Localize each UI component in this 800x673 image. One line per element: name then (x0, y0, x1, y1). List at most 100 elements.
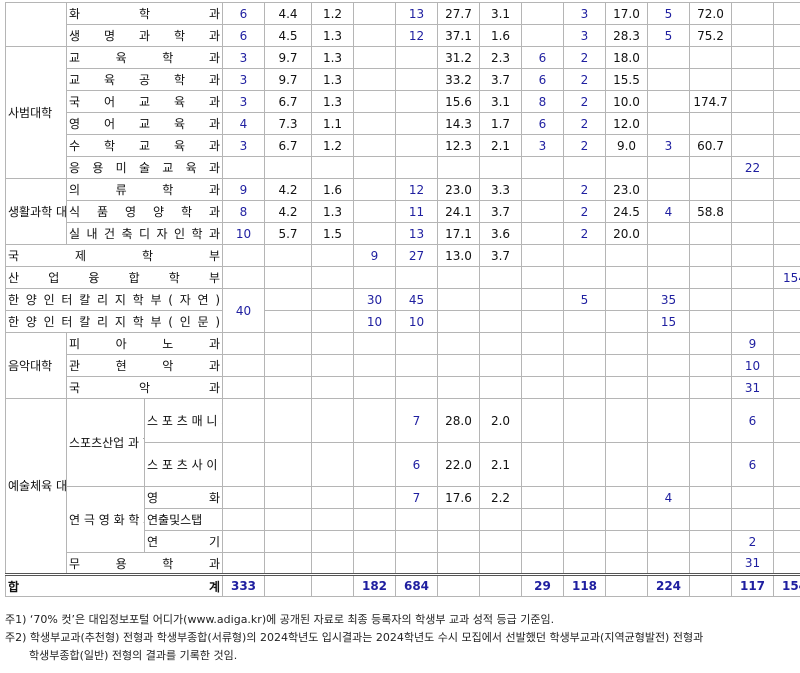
value-cell (222, 508, 265, 531)
value-cell (731, 222, 774, 245)
value-cell: 4 (222, 112, 265, 135)
value-cell (353, 398, 396, 443)
value-cell (563, 530, 606, 553)
value-cell: 3 (222, 134, 265, 157)
value-cell (311, 310, 354, 333)
value-cell (521, 486, 564, 509)
value-cell: 4.5 (264, 24, 312, 47)
value-cell: 1.6 (479, 24, 522, 47)
table-row: 산 업 융 합 학 부 154 (5, 266, 800, 289)
value-cell (563, 486, 606, 509)
value-cell: 10 (395, 310, 438, 333)
value-cell (395, 376, 438, 399)
value-cell (731, 266, 774, 289)
value-cell (311, 376, 354, 399)
value-cell (647, 530, 690, 553)
major-label: 영 화 (144, 486, 223, 509)
total-value-cell: 117 (731, 573, 774, 597)
value-cell (264, 310, 312, 333)
value-cell: 6 (222, 2, 265, 25)
total-value-cell: 154 (773, 573, 800, 597)
value-cell (647, 508, 690, 531)
value-cell (647, 552, 690, 575)
value-cell (647, 442, 690, 487)
department-label: 식 품 영 양 학 과 (66, 200, 223, 223)
value-cell: 40 (222, 288, 265, 333)
value-cell (395, 90, 438, 113)
value-cell: 5 (647, 2, 690, 25)
value-cell (731, 310, 774, 333)
value-cell (773, 156, 800, 179)
value-cell (437, 332, 480, 355)
value-cell (311, 156, 354, 179)
value-cell (353, 24, 396, 47)
value-cell (563, 266, 606, 289)
value-cell: 12.0 (605, 112, 648, 135)
value-cell: 28.0 (437, 398, 480, 443)
value-cell (437, 156, 480, 179)
value-cell (264, 486, 312, 509)
value-cell (605, 354, 648, 377)
value-cell: 11 (395, 200, 438, 223)
college-label: 음악대학 (5, 332, 67, 399)
value-cell (563, 244, 606, 267)
value-cell (311, 398, 354, 443)
value-cell (731, 2, 774, 25)
value-cell: 4 (647, 486, 690, 509)
value-cell (353, 222, 396, 245)
value-cell (647, 354, 690, 377)
value-cell: 6 (731, 398, 774, 443)
value-cell (479, 530, 522, 553)
value-cell: 5 (647, 24, 690, 47)
value-cell (563, 310, 606, 333)
value-cell: 2.0 (479, 398, 522, 443)
value-cell (605, 398, 648, 443)
value-cell: 1.1 (311, 112, 354, 135)
footnote-2-continued: 학생부종합(일반) 전형의 결과를 기록한 것임. (29, 649, 238, 662)
department-label: 수 학 교 육 과 (66, 134, 223, 157)
value-cell: 9.0 (605, 134, 648, 157)
value-cell (773, 310, 800, 333)
value-cell: 4.4 (264, 2, 312, 25)
value-cell (689, 222, 732, 245)
value-cell: 18.0 (605, 46, 648, 69)
value-cell: 17.1 (437, 222, 480, 245)
value-cell (353, 112, 396, 135)
value-cell (731, 134, 774, 157)
value-cell (563, 552, 606, 575)
value-cell (689, 178, 732, 201)
value-cell (731, 486, 774, 509)
value-cell (264, 332, 312, 355)
value-cell: 9 (222, 178, 265, 201)
value-cell: 23.0 (605, 178, 648, 201)
value-cell: 10 (731, 354, 774, 377)
value-cell: 6.7 (264, 134, 312, 157)
value-cell (773, 90, 800, 113)
value-cell (311, 354, 354, 377)
value-cell: 15.6 (437, 90, 480, 113)
value-cell (264, 244, 312, 267)
value-cell (773, 552, 800, 575)
value-cell: 2.1 (479, 134, 522, 157)
total-value-cell: 333 (222, 573, 265, 597)
value-cell: 12.3 (437, 134, 480, 157)
value-cell (605, 442, 648, 487)
value-cell: 1.3 (311, 24, 354, 47)
value-cell (222, 354, 265, 377)
value-cell: 9.7 (264, 68, 312, 91)
department-label: 피 아 노 과 (66, 332, 223, 355)
value-cell (605, 508, 648, 531)
value-cell (563, 508, 606, 531)
value-cell (689, 288, 732, 311)
value-cell: 60.7 (689, 134, 732, 157)
value-cell (647, 398, 690, 443)
value-cell (521, 530, 564, 553)
value-cell: 2.3 (479, 46, 522, 69)
value-cell: 13 (395, 222, 438, 245)
value-cell: 27.7 (437, 2, 480, 25)
value-cell (264, 376, 312, 399)
value-cell (479, 288, 522, 311)
value-cell (311, 288, 354, 311)
value-cell (647, 222, 690, 245)
